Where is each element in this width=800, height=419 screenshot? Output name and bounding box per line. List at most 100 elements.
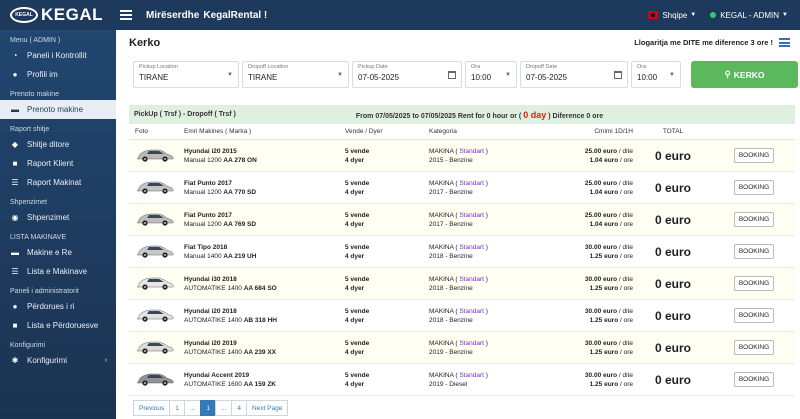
sidebar-item-panel[interactable]: ◔ Paneli i Kontrollit xyxy=(0,46,116,65)
car-seats: 5 vende xyxy=(345,307,370,315)
table-row: Hyundai i30 2018 AUTOMATIKE 1400 AA 684 S… xyxy=(129,268,795,300)
sidebar: Menu ( ADMIN ) ◔ Paneli i Kontrollit ● Pro… xyxy=(0,30,116,419)
sidebar-item-profile[interactable]: ● Profili im xyxy=(0,65,116,84)
price-day: 30.00 euro xyxy=(584,339,618,347)
logo[interactable]: KEGAL KEGAL xyxy=(0,5,116,25)
top-bar: KEGAL KEGAL Mirëserdhe KegalRental ! Shqi… xyxy=(0,0,800,30)
sidebar-item-user-list[interactable]: ■ Lista e Përdoruesve xyxy=(0,316,116,335)
booking-button[interactable]: BOOKING xyxy=(733,276,775,291)
booking-button[interactable]: BOOKING xyxy=(733,372,775,387)
chevron-down-icon: ▼ xyxy=(690,12,697,18)
price-hour: 1.25 euro xyxy=(589,348,619,356)
gear-icon: ✱ xyxy=(11,356,19,365)
page-title: Kerko xyxy=(129,37,161,49)
search-button[interactable]: ⚲ KERKO xyxy=(691,61,798,88)
chevron-right-icon: › xyxy=(104,357,107,364)
booking-button[interactable]: BOOKING xyxy=(733,340,775,355)
car-doors: 4 dyer xyxy=(345,348,365,356)
dashboard-icon: ◔ xyxy=(12,51,18,60)
pickup-time-select[interactable]: Ora 10:00 ▼ xyxy=(465,61,517,88)
pagination-page-1[interactable]: 1 xyxy=(169,400,185,416)
search-icon: ⚲ xyxy=(724,69,731,79)
price-day: 25.00 euro xyxy=(584,147,618,155)
dropoff-time-select[interactable]: Ora 10:00 ▼ xyxy=(631,61,681,88)
sidebar-item-expenses[interactable]: ◉ Shpenzimet xyxy=(11,213,70,222)
online-status-icon xyxy=(710,12,717,18)
price-day: 25.00 euro xyxy=(584,179,618,187)
diamond-icon: ◆ xyxy=(11,140,19,149)
pagination-ellipsis: ... xyxy=(183,400,202,416)
car-transmission: AUTOMATIKE 1400 xyxy=(184,284,242,292)
car-transmission: Manual 1400 xyxy=(184,252,222,260)
sidebar-item-client-report[interactable]: ■ Raport Klient xyxy=(0,154,116,173)
list-icon: ☰ xyxy=(11,178,19,187)
pickup-date-input[interactable]: Pickup Date 07-05-2025 xyxy=(352,61,462,88)
table-row: Fiat Tipo 2018 Manual 1400 AA 219 UH 5 ven… xyxy=(129,236,795,268)
table-row: Fiat Punto 2017 Manual 1200 AA 769 SD 5 ve… xyxy=(129,204,795,236)
sidebar-item-daily-sales[interactable]: ◆ Shitje ditore xyxy=(11,140,70,149)
car-transmission: Manual 1200 xyxy=(184,188,222,196)
dropoff-date-input[interactable]: Dropoff Date 07-05-2025 xyxy=(520,61,628,88)
car-doors: 4 dyer xyxy=(345,220,365,228)
car-photo xyxy=(136,309,174,322)
pagination-page-4[interactable]: 4 xyxy=(231,400,248,416)
booking-button[interactable]: BOOKING xyxy=(733,148,775,163)
language-selector[interactable]: Shqipe xyxy=(662,10,688,20)
car-seats: 5 vende xyxy=(345,179,370,187)
car-doors: 4 dyer xyxy=(345,284,365,292)
car-year-fuel: 2019 - Diesel xyxy=(429,380,468,388)
booking-button[interactable]: BOOKING xyxy=(733,180,775,195)
list-icon: ☰ xyxy=(11,267,19,276)
price-hour: 1.25 euro xyxy=(589,316,619,324)
car-class: Standart xyxy=(459,179,484,187)
user-menu[interactable]: KEGAL - ADMIN xyxy=(720,10,780,20)
car-transmission: Manual 1200 xyxy=(184,156,222,164)
pagination-ellipsis: ... xyxy=(214,400,233,416)
car-name: Hyundai i20 2015 xyxy=(184,147,237,155)
user-icon: ● xyxy=(12,70,18,79)
car-class: Standart xyxy=(459,243,484,251)
car-photo xyxy=(136,181,174,194)
car-plate: AA 684 SO xyxy=(243,284,277,292)
pagination-previous[interactable]: Previous xyxy=(133,400,171,416)
sidebar-item-car-report[interactable]: ☰ Raport Makinat xyxy=(11,178,82,187)
pagination-next[interactable]: Next Page xyxy=(246,400,289,416)
car-photo xyxy=(136,277,174,290)
car-icon: ▬ xyxy=(11,105,19,114)
car-category: MAKINA xyxy=(429,211,454,219)
car-transmission: AUTOMATIKE 1600 xyxy=(184,380,242,388)
table-row: Hyundai i20 2019 AUTOMATIKE 1400 AA 239 X… xyxy=(129,332,795,364)
car-seats: 5 vende xyxy=(345,371,370,379)
pagination: Previous 1 ... 1 ... 4 Next Page xyxy=(133,400,289,416)
table-row: Hyundai i20 2018 AUTOMATIKE 1400 AB 318 H… xyxy=(129,300,795,332)
pickup-location-select[interactable]: Pickup Location TIRANE ▼ xyxy=(133,61,239,88)
car-doors: 4 dyer xyxy=(345,188,365,196)
car-name: Hyundai i20 2019 xyxy=(184,339,237,347)
car-plate: AA 770 SD xyxy=(223,188,257,196)
sidebar-item-car-list[interactable]: ☰ Lista e Makinave xyxy=(11,267,88,276)
car-category: MAKINA xyxy=(429,275,454,283)
car-icon: ▬ xyxy=(11,248,19,257)
list-view-icon[interactable] xyxy=(779,38,790,47)
users-icon: ■ xyxy=(12,321,18,330)
sidebar-section-cars: LISTA MAKINAVE xyxy=(10,234,67,241)
dropoff-location-select[interactable]: Dropoff Location TIRANE ▼ xyxy=(242,61,349,88)
car-photo xyxy=(136,373,174,386)
booking-button[interactable]: BOOKING xyxy=(733,308,775,323)
menu-toggle-icon[interactable] xyxy=(120,10,132,20)
price-hour: 1.04 euro xyxy=(589,220,619,228)
sidebar-section-book: Prenoto makine xyxy=(10,91,60,98)
car-doors: 4 dyer xyxy=(345,252,365,260)
total-price: 0 euro xyxy=(654,308,691,323)
booking-button[interactable]: BOOKING xyxy=(733,212,775,227)
car-seats: 5 vende xyxy=(345,147,370,155)
pagination-current[interactable]: 1 xyxy=(200,400,216,416)
sidebar-item-config[interactable]: ✱ Konfigurimi › xyxy=(11,356,107,365)
car-photo xyxy=(136,341,174,354)
sidebar-item-new-user[interactable]: ● Përdorues i ri xyxy=(0,297,116,316)
sidebar-item-new-car[interactable]: ▬ Makine e Re xyxy=(11,248,72,257)
chevron-down-icon: ▼ xyxy=(669,72,675,78)
sidebar-item-book[interactable]: ▬ Prenoto makine xyxy=(0,100,116,119)
chevron-down-icon: ▼ xyxy=(782,12,788,18)
booking-button[interactable]: BOOKING xyxy=(733,244,775,259)
